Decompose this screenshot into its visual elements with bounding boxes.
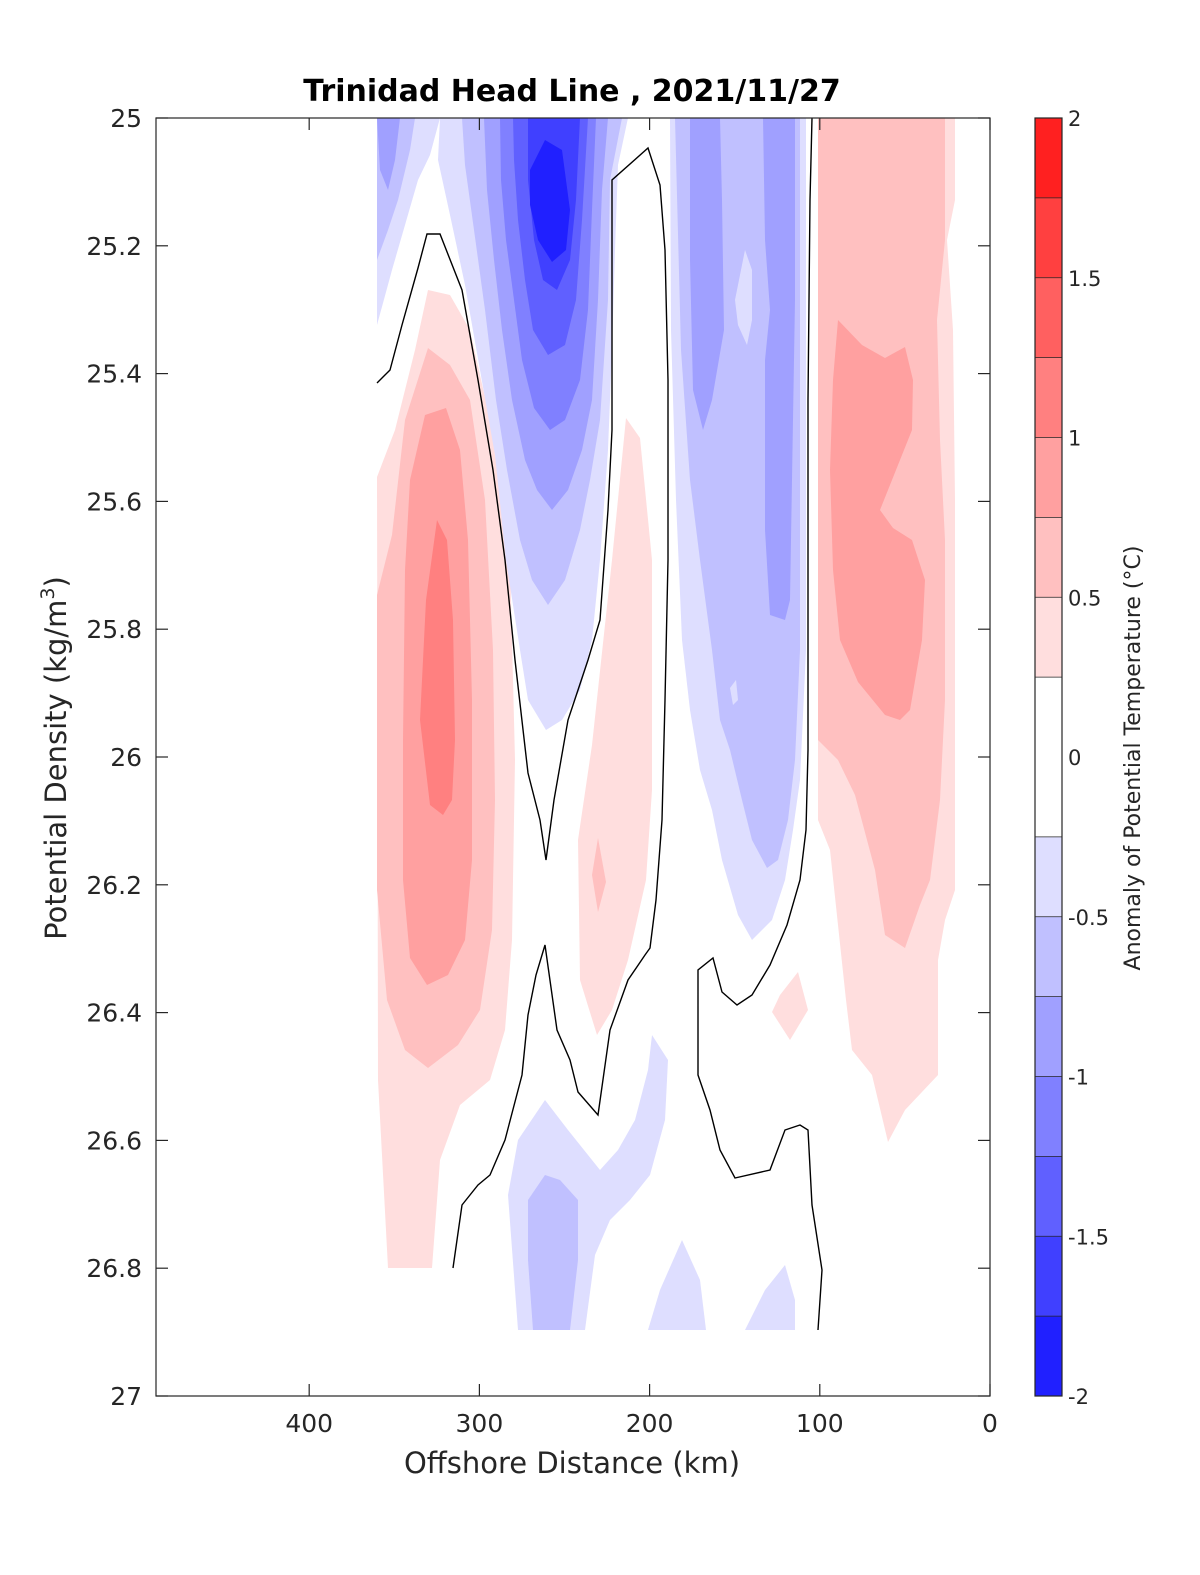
filled-contours xyxy=(377,118,955,1330)
y-tick-label: 26 xyxy=(110,743,142,772)
colorbar-tick-label: 1 xyxy=(1068,427,1081,451)
colorbar-segment xyxy=(1035,1316,1062,1396)
x-axis-label: Offshore Distance (km) xyxy=(404,1446,740,1480)
warm-level-3c xyxy=(830,320,925,720)
x-tick-label: 400 xyxy=(285,1409,333,1438)
y-tick-label: 26.4 xyxy=(86,999,142,1028)
cold-level-3 xyxy=(377,118,400,190)
colorbar-tick-label: -1 xyxy=(1068,1066,1089,1090)
zero-contours xyxy=(376,117,823,1331)
y-axis-label-close: ) xyxy=(39,576,73,587)
colorbar-frame xyxy=(1034,117,1063,1397)
colorbar-segment xyxy=(1035,437,1062,518)
colorbar-label: Anomaly of Potential Temperature (°C) xyxy=(1121,546,1146,971)
colorbar-segment xyxy=(1035,916,1062,997)
plot-area xyxy=(155,117,991,1397)
y-tick-label: 27 xyxy=(110,1382,142,1411)
x-tick-label: 300 xyxy=(456,1409,504,1438)
colorbar-tick-label: 0 xyxy=(1068,746,1081,770)
cold-level-1g xyxy=(745,1265,795,1330)
x-tick-label: 0 xyxy=(982,1409,998,1438)
colorbar-tick-label: 1.5 xyxy=(1068,267,1101,291)
y-tick-label: 25.8 xyxy=(86,615,142,644)
cold-level-1f xyxy=(648,1240,706,1330)
cold-level-3c xyxy=(690,118,724,430)
colorbar-segment xyxy=(1035,1076,1062,1157)
y-tick-label: 25.4 xyxy=(86,360,142,389)
x-tick-label: 100 xyxy=(796,1409,844,1438)
colorbar-segment xyxy=(1035,836,1062,917)
zero-contour-nearshore xyxy=(697,117,823,1331)
cold-level-2e xyxy=(528,1175,578,1330)
y-tick-label: 26.2 xyxy=(86,871,142,900)
colorbar-segment xyxy=(1035,277,1062,358)
colorbar-tick-label: -0.5 xyxy=(1068,906,1109,930)
x-axis: 400 300 200 100 0 xyxy=(285,118,998,1438)
warm-level-2b xyxy=(592,838,606,912)
colorbar-segment xyxy=(1035,597,1062,678)
colorbar: 2 1.5 1 0.5 0 -0.5 -1 -1.5 -2 xyxy=(1034,107,1109,1409)
y-axis-label: Potential Density (kg/m3) xyxy=(37,576,73,940)
cold-level-7b xyxy=(530,140,570,262)
colorbar-segment xyxy=(1035,996,1062,1077)
warm-level-4 xyxy=(420,520,455,815)
colorbar-segment xyxy=(1035,677,1062,837)
cold-level-3d xyxy=(763,118,795,620)
y-axis-label-main: Potential Density (kg/m xyxy=(39,600,73,940)
colorbar-segment xyxy=(1035,517,1062,598)
colorbar-tick-label: -1.5 xyxy=(1068,1225,1109,1249)
x-tick-label: 200 xyxy=(626,1409,674,1438)
y-tick-label: 25.6 xyxy=(86,487,142,516)
colorbar-segment xyxy=(1035,118,1062,198)
y-tick-label: 25 xyxy=(110,104,142,133)
cold-level-1c-hole2 xyxy=(730,680,738,705)
colorbar-segment xyxy=(1035,357,1062,438)
chart-title: Trinidad Head Line , 2021/11/27 xyxy=(303,74,840,109)
y-tick-label: 26.6 xyxy=(86,1126,142,1155)
cold-level-1c-hole xyxy=(735,250,752,345)
colorbar-segment xyxy=(1035,197,1062,278)
y-tick-label: 25.2 xyxy=(86,232,142,261)
warm-level-1d xyxy=(772,972,808,1040)
y-tick-label: 26.8 xyxy=(86,1254,142,1283)
colorbar-tick-label: -2 xyxy=(1068,1385,1089,1409)
colorbar-tick-label: 2 xyxy=(1068,107,1081,131)
y-axis-label-superscript: 3 xyxy=(37,587,59,599)
colorbar-segment xyxy=(1035,1156,1062,1237)
colorbar-tick-label: 0.5 xyxy=(1068,586,1101,610)
y-axis: 25 25.2 25.4 25.6 25.8 26 26.2 26.4 26.6 26.8 27 xyxy=(86,104,990,1411)
colorbar-segment xyxy=(1035,1236,1062,1317)
zero-contour-main xyxy=(376,146,669,1269)
